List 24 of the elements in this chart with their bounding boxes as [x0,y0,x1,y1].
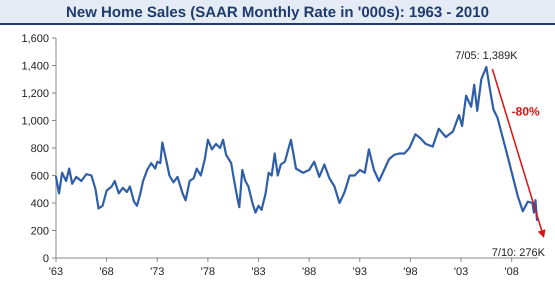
x-tick-label: '63 [48,266,64,278]
x-tick-label: '03 [454,266,468,278]
y-tick-label: 1,600 [21,33,49,45]
x-tick-label: '93 [352,266,367,278]
x-tick-label: '88 [302,266,316,278]
y-tick-label: 200 [30,226,49,238]
line-series [54,66,538,222]
x-tick-label: '78 [200,266,216,278]
x-tick-label: '73 [150,266,164,278]
y-tick-label: 1,200 [21,88,49,100]
y-tick-label: 1,000 [21,116,49,128]
y-tick-label: 1,400 [21,60,49,72]
y-tick-label: 800 [30,143,49,155]
annotation: 7/05: 1,389K [455,50,518,62]
y-tick-label: 600 [30,170,49,182]
annotation: 7/10: 276K [492,247,546,260]
x-tick-label: '08 [504,266,519,278]
y-tick-label: 400 [30,198,49,210]
x-tick-label: '98 [403,266,418,278]
x-tick-label: '68 [99,266,114,278]
y-tick-label: 0 [42,253,49,265]
chart-title: New Home Sales (SAAR Monthly Rate in '000s): 1963 - 2010 [66,4,489,21]
x-tick-label: '83 [251,266,266,278]
annotation: -80% [512,104,540,119]
